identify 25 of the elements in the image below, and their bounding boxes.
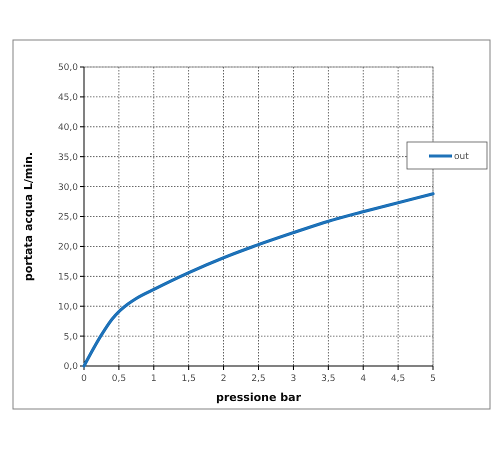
y-axis-title: portata acqua L/min. [22, 152, 35, 282]
legend-label: out [454, 152, 470, 162]
y-tick-label: 0,0 [64, 362, 78, 372]
y-tick-label: 20,0 [58, 242, 78, 253]
y-tick-label: 10,0 [58, 302, 78, 312]
x-axis-title: pressione bar [216, 391, 302, 404]
y-tick-label: 30,0 [58, 182, 78, 193]
y-tick-label: 45,0 [58, 93, 78, 104]
y-tick-label: 40,0 [58, 122, 78, 133]
y-tick-label: 35,0 [58, 152, 78, 163]
x-tick-label: 0 [81, 374, 88, 384]
x-tick-label: 1 [150, 374, 157, 384]
x-tick-label: 4,5 [390, 374, 406, 384]
y-tick-label: 50,0 [58, 63, 78, 74]
x-tick-label: 3 [290, 374, 296, 384]
y-tick-label: 25,0 [58, 212, 78, 223]
x-tick-label: 4 [360, 374, 366, 384]
x-tick-label: 1,5 [182, 374, 196, 384]
x-tick-label: 3,5 [321, 374, 336, 384]
x-tick-label: 0,5 [112, 374, 126, 384]
y-tick-label: 15,0 [58, 272, 78, 282]
x-tick-label: 5 [430, 374, 436, 384]
x-tick-label: 2 [220, 374, 226, 384]
x-tick-label: 2,5 [251, 374, 266, 384]
y-tick-label: 5,0 [64, 332, 78, 342]
